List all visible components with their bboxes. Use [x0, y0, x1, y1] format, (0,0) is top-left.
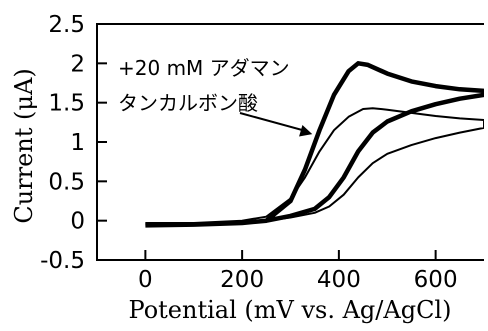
y-tick-label: 0.5 [48, 169, 85, 195]
y-tick-label: 2.5 [48, 12, 85, 38]
x-axis-title: Potential (mV vs. Ag/AgCl) [129, 296, 452, 324]
series-layer [145, 61, 484, 228]
y-tick-label: 1.5 [48, 91, 85, 117]
y-tick-label: 1 [70, 130, 85, 156]
axes-layer: -0.5 0 0.5 1 1.5 2 2.5 0 200 400 600 [40, 12, 484, 293]
y-axis-title: Current (μA) [10, 68, 38, 223]
series-line-thin [145, 107, 484, 226]
series-line-thick [145, 61, 484, 228]
x-tick-label: 600 [414, 267, 458, 293]
x-tick-label: 0 [138, 267, 153, 293]
y-tick-label: 2 [70, 51, 85, 77]
annotation-line-1: +20 mM アダマン [118, 56, 290, 80]
y-tick-label: 0 [70, 209, 85, 235]
x-tick-label: 200 [220, 267, 264, 293]
annotation-arrowhead [299, 125, 313, 137]
x-tick-label: 400 [317, 267, 361, 293]
annotation-line-2: タンカルボン酸 [118, 91, 258, 115]
annotation-arrow [239, 112, 307, 133]
y-tick-label: -0.5 [40, 248, 85, 274]
